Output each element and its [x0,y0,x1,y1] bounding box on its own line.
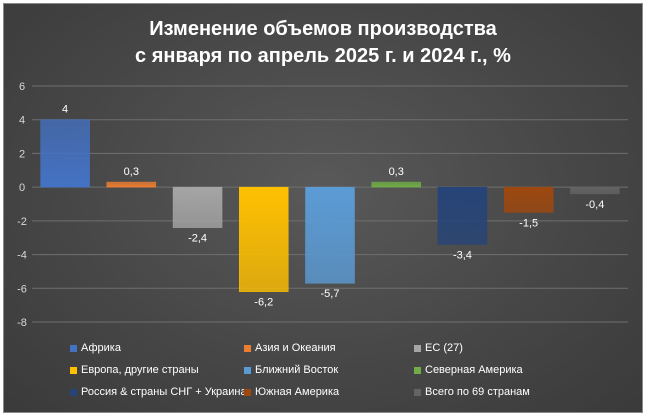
legend-label: Россия & страны СНГ + Украина [81,386,247,398]
chart-area: Изменение объемов производства с января … [3,3,643,413]
legend-item: ЕС (27) [414,341,463,355]
legend-label: ЕС (27) [425,342,463,354]
chart-title-line-1: Изменение объемов производства [149,18,497,40]
legend-item: Северная Америка [414,363,523,377]
legend-swatch [414,366,421,374]
legend-swatch [70,388,77,396]
bar [371,181,421,188]
legend-swatch [244,344,251,352]
y-tick-label: -2 [17,216,27,228]
data-label: -6,2 [254,297,273,309]
y-tick-label: 6 [19,81,25,93]
chart-title-line-2: с января по апрель 2025 г. и 2024 г., % [135,45,511,67]
legend-label: Всего по 69 странам [425,386,530,398]
bar [40,119,90,188]
plot-area: 6 4 2 0 -2 -4 -6 -8 4 0,3 -2,4 -6,2 -5,7 0,3 -3,4 -1,5 -… [17,81,628,329]
legend-label: Южная Америка [255,386,340,398]
data-label: -2,4 [188,233,207,245]
bar [239,186,289,292]
legend-swatch [244,388,251,396]
data-label: -0,4 [585,199,604,211]
data-label: -3,4 [453,249,472,261]
y-tick-label: -4 [17,250,27,262]
bar [503,186,554,213]
bar [437,186,488,245]
data-label: 4 [62,104,68,116]
bar [172,186,223,228]
legend-swatch [414,388,421,396]
y-tick-label: -6 [17,283,27,295]
legend-label: Африка [81,342,121,354]
legend-swatch [414,344,421,352]
legend-label: Азия и Океания [255,342,336,354]
legend-swatch [70,366,77,374]
bar [106,181,157,188]
data-label: -1,5 [519,217,538,229]
legend-label: Северная Америка [425,364,523,376]
y-tick-label: 4 [19,115,25,127]
bar [570,186,620,195]
legend-item: Всего по 69 странам [414,385,530,399]
chart-title: Изменение объемов производства с января … [4,16,642,70]
bar [305,186,355,284]
legend-item: Европа, другие страны [70,363,199,377]
legend-label: Ближний Восток [255,364,339,376]
legend-swatch [70,344,77,352]
legend-item: Россия & страны СНГ + Украина [70,385,247,399]
legend-item: Ближний Восток [244,363,338,377]
y-tick-label: -8 [17,317,27,329]
legend-swatch [244,366,251,374]
y-tick-label: 0 [19,182,25,194]
data-label: 0,3 [124,166,139,178]
legend-item: Африка [70,341,121,355]
legend-item: Южная Америка [244,385,339,399]
legend-label: Европа, другие страны [81,364,199,376]
legend-item: Азия и Океания [244,341,336,355]
data-label: -5,7 [321,288,340,300]
data-label: 0,3 [389,166,404,178]
y-tick-label: 2 [19,148,25,160]
